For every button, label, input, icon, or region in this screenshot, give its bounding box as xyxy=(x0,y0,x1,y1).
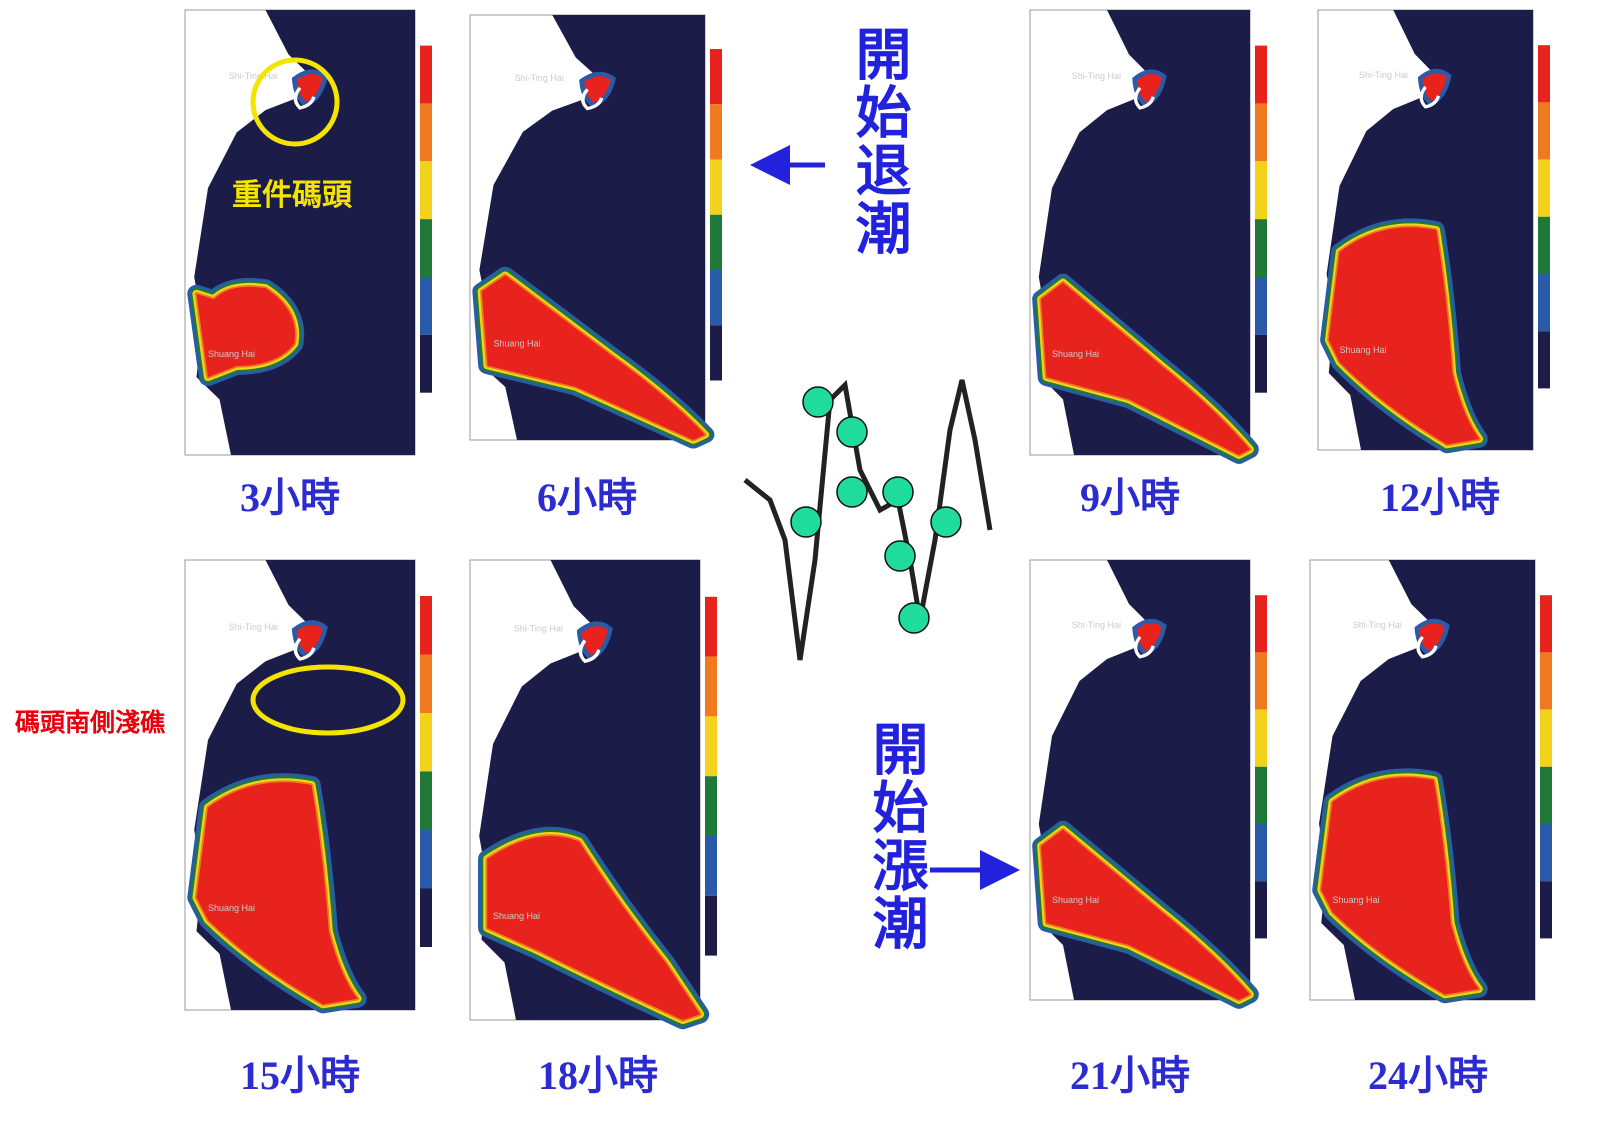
colorbar-cell xyxy=(420,889,432,948)
top-place: Shi-Ting Hai xyxy=(1072,71,1121,81)
bottom-place: Shuang Hai xyxy=(208,349,255,359)
colorbar-cell xyxy=(1540,595,1552,652)
top-place: Shi-Ting Hai xyxy=(1359,70,1408,80)
time-label: 21小時 xyxy=(1070,1053,1190,1098)
top-place: Shi-Ting Hai xyxy=(514,623,563,633)
slide: Shi-Ting Hai Shuang Hai 3小時 Shi-Ting Hai Shu… xyxy=(0,0,1607,1130)
bottom-place: Shuang Hai xyxy=(1340,345,1387,355)
colorbar-cell xyxy=(1255,277,1267,335)
colorbar-cell xyxy=(710,104,722,159)
colorbar-cell xyxy=(710,49,722,104)
bottom-place: Shuang Hai xyxy=(208,903,255,913)
colorbar-cell xyxy=(420,46,432,104)
colorbar-cell xyxy=(1538,274,1550,331)
top-place: Shi-Ting Hai xyxy=(1072,620,1121,630)
top-place: Shi-Ting Hai xyxy=(515,73,564,83)
colorbar-cell xyxy=(1538,331,1550,388)
colorbar-cell xyxy=(710,160,722,215)
colorbar-cell xyxy=(420,830,432,889)
time-label: 9小時 xyxy=(1080,475,1180,520)
colorbar-cell xyxy=(420,103,432,161)
time-label: 12小時 xyxy=(1380,475,1500,520)
colorbar-cell xyxy=(705,657,717,717)
colorbar-cell xyxy=(1255,219,1267,277)
bottom-place: Shuang Hai xyxy=(1052,349,1099,359)
map-panel: Shi-Ting Hai Shuang Hai xyxy=(470,15,722,440)
colorbar-cell xyxy=(1255,824,1267,881)
bottom-place: Shuang Hai xyxy=(493,911,540,921)
ebb-text: 開始退潮 xyxy=(838,25,919,257)
colorbar-cell xyxy=(705,836,717,896)
colorbar-cell xyxy=(1255,710,1267,767)
map-panel: Shi-Ting Hai Shuang Hai xyxy=(1318,10,1550,450)
tide-dots xyxy=(791,387,961,633)
colorbar-cell xyxy=(1255,881,1267,938)
colorbar-cell xyxy=(420,335,432,393)
colorbar-cell xyxy=(710,325,722,380)
time-label: 3小時 xyxy=(240,475,340,520)
bottom-place: Shuang Hai xyxy=(494,339,541,349)
colorbar-cell xyxy=(1255,103,1267,161)
colorbar-cell xyxy=(1538,102,1550,159)
colorbar-cell xyxy=(1255,767,1267,824)
map-panel: Shi-Ting Hai Shuang Hai xyxy=(185,560,432,1010)
top-place: Shi-Ting Hai xyxy=(229,71,278,81)
top-place: Shi-Ting Hai xyxy=(1353,620,1402,630)
colorbar-cell xyxy=(1255,161,1267,219)
map-panel: Shi-Ting Hai Shuang Hai xyxy=(185,10,432,455)
colorbar-cell xyxy=(1540,881,1552,938)
colorbar-cell xyxy=(420,655,432,714)
colorbar-cell xyxy=(705,597,717,657)
map-panel: Shi-Ting Hai Shuang Hai xyxy=(1030,560,1267,1000)
map-panel: Shi-Ting Hai Shuang Hai xyxy=(1310,560,1552,1000)
colorbar-cell xyxy=(1540,824,1552,881)
colorbar-cell xyxy=(1255,46,1267,104)
reef-label: 碼頭南側淺礁 xyxy=(15,703,165,739)
map-panel: Shi-Ting Hai Shuang Hai xyxy=(1030,10,1267,455)
colorbar-cell xyxy=(705,896,717,956)
colorbar-cell xyxy=(1540,652,1552,709)
colorbar-cell xyxy=(1538,217,1550,274)
bottom-place: Shuang Hai xyxy=(1052,895,1099,905)
time-label: 18小時 xyxy=(538,1053,658,1098)
colorbar-cell xyxy=(420,277,432,335)
flood-text: 開始漲潮 xyxy=(855,720,936,952)
colorbar-cell xyxy=(420,161,432,219)
colorbar-cell xyxy=(420,219,432,277)
colorbar-cell xyxy=(1540,710,1552,767)
time-label: 6小時 xyxy=(537,475,637,520)
colorbar-cell xyxy=(420,596,432,655)
time-label: 24小時 xyxy=(1368,1053,1488,1098)
colorbar-cell xyxy=(1255,595,1267,652)
top-place: Shi-Ting Hai xyxy=(229,622,278,632)
pier-label: 重件碼頭 xyxy=(232,170,352,214)
bottom-place: Shuang Hai xyxy=(1333,895,1380,905)
colorbar-cell xyxy=(1255,335,1267,393)
time-label: 15小時 xyxy=(240,1053,360,1098)
map-panel: Shi-Ting Hai Shuang Hai xyxy=(470,560,717,1020)
colorbar-cell xyxy=(1538,45,1550,102)
colorbar-cell xyxy=(710,215,722,270)
colorbar-cell xyxy=(1540,767,1552,824)
colorbar-cell xyxy=(420,713,432,772)
colorbar-cell xyxy=(705,776,717,836)
colorbar-cell xyxy=(710,270,722,325)
colorbar-cell xyxy=(1255,652,1267,709)
colorbar-cell xyxy=(420,772,432,831)
colorbar-cell xyxy=(705,716,717,776)
colorbar-cell xyxy=(1538,160,1550,217)
